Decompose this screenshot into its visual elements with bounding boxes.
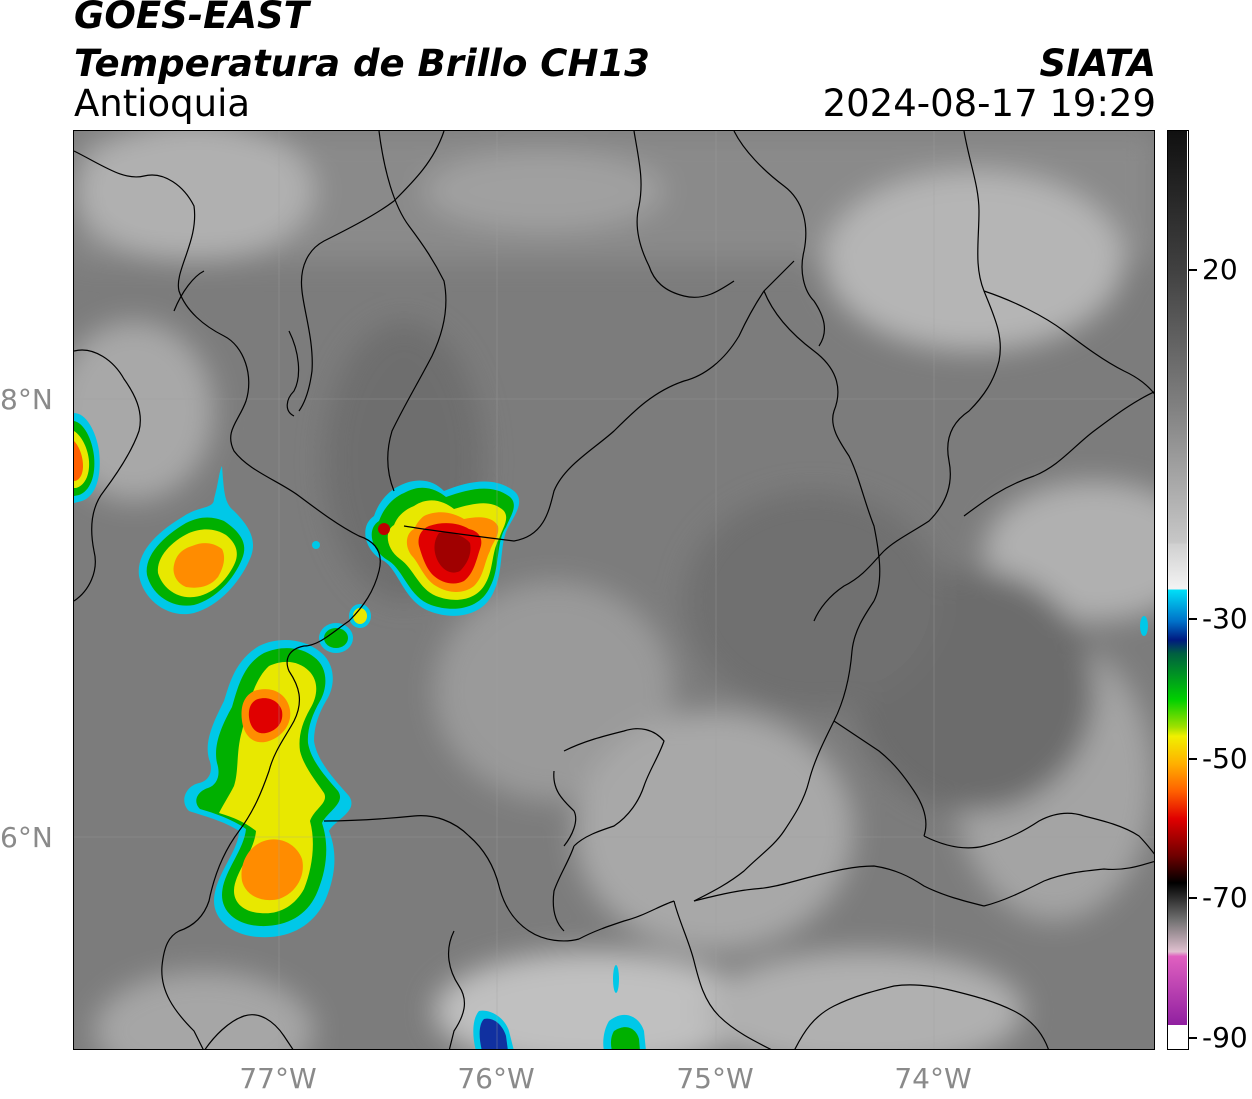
storm-cell-west-edge — [74, 413, 100, 503]
colorbar-label-minus50: -50 — [1202, 742, 1248, 775]
timestamp: 2024-08-17 19:29 — [822, 82, 1156, 125]
lat-label-8n: 8°N — [0, 383, 53, 416]
colorbar-tick — [1189, 618, 1197, 620]
lat-label-6n: 6°N — [0, 821, 53, 854]
storm-cell-southwest — [184, 639, 352, 938]
satellite-map — [73, 130, 1155, 1050]
colorbar-label-minus90: -90 — [1202, 1021, 1248, 1054]
storm-cell-south — [312, 541, 1148, 1049]
colorbar-tick — [1189, 758, 1197, 760]
storm-cell-north — [365, 480, 520, 616]
map-gridlines — [74, 131, 1154, 1049]
satellite-name: GOES-EAST — [74, 0, 309, 37]
region-name: Antioquia — [74, 82, 251, 125]
colorbar-label-20: 20 — [1202, 253, 1238, 286]
colorbar-tick — [1189, 897, 1197, 899]
cloud-texture — [74, 131, 1154, 1049]
organization-name: SIATA — [1039, 42, 1156, 85]
colorbar — [1167, 130, 1189, 1050]
product-title: Temperatura de Brillo CH13 — [74, 42, 650, 85]
storm-cell-small — [319, 604, 371, 653]
lon-label-77w: 77°W — [239, 1062, 317, 1095]
lon-label-74w: 74°W — [894, 1062, 972, 1095]
lon-label-76w: 76°W — [457, 1062, 535, 1095]
boundary-lines — [74, 131, 1154, 1049]
colorbar-label-minus70: -70 — [1202, 881, 1248, 914]
lon-label-75w: 75°W — [676, 1062, 754, 1095]
map-canvas — [74, 131, 1154, 1049]
colorbar-gradient — [1168, 131, 1187, 1048]
colorbar-label-minus30: -30 — [1202, 602, 1248, 635]
storm-cell-northwest — [138, 466, 254, 615]
colorbar-tick — [1189, 269, 1197, 271]
colorbar-tick — [1189, 1037, 1197, 1039]
